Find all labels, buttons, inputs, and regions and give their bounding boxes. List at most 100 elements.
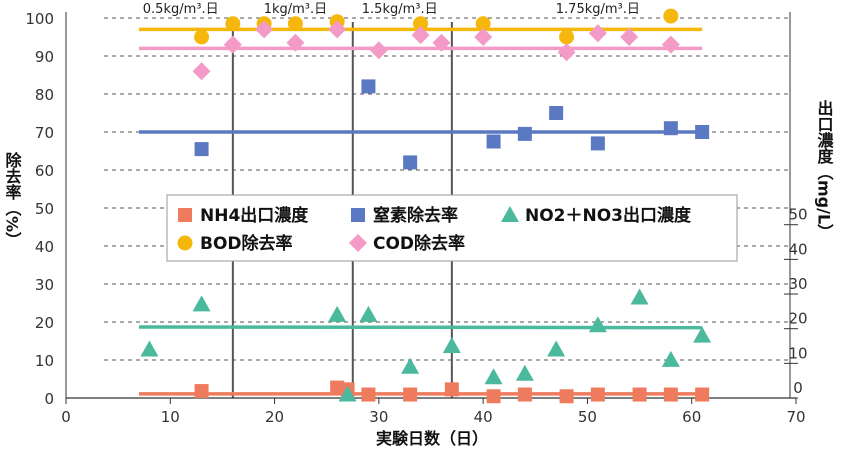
- data-point-s3-7: [559, 29, 575, 45]
- load-labels: 0.5kg/m³.日 1kg/m³.日 1.5kg/m³.日 1.75kg/m³.日: [143, 2, 640, 17]
- data-point-s0-0: [194, 384, 209, 399]
- right-y-tick-label-20: 20: [788, 310, 807, 328]
- data-point-s4-12: [661, 35, 680, 54]
- right-y-tick-label-10: 10: [788, 344, 807, 362]
- legend-label-0: NH4出口濃度: [200, 205, 309, 226]
- legend-marker-4: [349, 234, 367, 252]
- data-point-s0-12: [695, 387, 710, 402]
- data-point-s3-0: [194, 29, 210, 45]
- right-y-tick-label-30: 30: [788, 275, 807, 293]
- data-point-s0-10: [632, 387, 647, 402]
- trend-line-2: [138, 325, 703, 330]
- x-tick-label-10: 10: [161, 408, 180, 426]
- data-point-s2-9: [547, 340, 566, 357]
- data-point-s4-11: [620, 28, 639, 46]
- data-point-s1-2: [403, 155, 418, 170]
- right-y-axis-label: 出口濃度（mg/L）: [815, 99, 834, 240]
- legend-label-4: COD除去率: [373, 233, 465, 254]
- legend: NH4出口濃度 窒素除去率 NO2＋NO3出口濃度 BOD除去率 COD除去率: [166, 194, 738, 262]
- data-point-s2-5: [401, 357, 420, 374]
- data-point-s4-0: [192, 62, 211, 81]
- data-point-s0-4: [403, 387, 418, 402]
- data-point-s4-6: [411, 26, 430, 45]
- load-label-3: 1.75kg/m³.日: [556, 2, 640, 17]
- data-point-s2-2: [328, 305, 347, 322]
- trend-lines: [138, 27, 703, 396]
- data-point-s1-3: [486, 134, 501, 149]
- legend-label-1: 窒素除去率: [373, 205, 458, 226]
- x-axis-label: 実験日数（日）: [376, 429, 488, 448]
- x-tick-label-30: 30: [369, 408, 388, 426]
- left-y-tick-label-70: 70: [35, 124, 54, 142]
- load-label-1: 1kg/m³.日: [264, 2, 327, 17]
- left-y-tick-label-80: 80: [35, 86, 54, 104]
- legend-marker-3: [177, 235, 193, 251]
- left-y-tick-label-40: 40: [35, 238, 54, 256]
- data-point-s2-12: [661, 350, 680, 367]
- data-point-s2-11: [630, 288, 649, 305]
- legend-marker-2: [501, 206, 519, 222]
- left-y-tick-label-10: 10: [35, 352, 54, 370]
- data-point-s1-8: [695, 125, 710, 139]
- data-point-s1-4: [517, 126, 532, 141]
- data-point-s2-13: [693, 326, 712, 343]
- data-point-s2-0: [140, 340, 159, 357]
- axes: 0 10 20 30 40 50 60 70 0 10 20 30 40 50 60 70 80 90 100 0 10…: [25, 10, 807, 426]
- data-point-s3-1: [225, 16, 241, 32]
- data-point-s2-4: [359, 305, 378, 322]
- data-point-s0-9: [590, 387, 605, 402]
- left-y-tick-label-20: 20: [35, 314, 54, 332]
- left-y-tick-label-50: 50: [35, 200, 54, 218]
- data-point-s4-7: [432, 33, 451, 52]
- left-y-tick-label-0: 0: [44, 390, 54, 408]
- load-label-2: 1.5kg/m³.日: [362, 2, 438, 17]
- data-point-s2-7: [484, 368, 503, 385]
- legend-marker-1: [351, 208, 365, 222]
- data-point-s0-8: [559, 389, 574, 404]
- data-point-s2-3: [338, 385, 357, 402]
- data-point-s0-6: [486, 389, 501, 404]
- legend-box: [166, 194, 738, 262]
- data-point-s1-0: [194, 142, 209, 157]
- right-y-tick-label-0: 0: [793, 379, 803, 397]
- legend-marker-0: [178, 208, 192, 222]
- data-point-s0-11: [663, 387, 678, 402]
- x-tick-label-50: 50: [578, 408, 597, 426]
- data-point-s4-4: [328, 20, 347, 39]
- legend-label-2: NO2＋NO3出口濃度: [525, 205, 692, 226]
- axis-labels: 実験日数（日） 除去率（%） 出口濃度（mg/L）: [3, 99, 834, 448]
- x-tick-label-20: 20: [265, 408, 284, 426]
- data-point-s0-3: [361, 387, 376, 402]
- data-point-s3-8: [663, 8, 679, 24]
- data-point-s2-6: [442, 337, 461, 354]
- data-point-s3-3: [287, 16, 303, 32]
- data-point-s2-10: [588, 316, 607, 333]
- legend-label-3: BOD除去率: [200, 233, 293, 254]
- data-point-s2-1: [192, 295, 211, 312]
- load-label-0: 0.5kg/m³.日: [143, 2, 219, 17]
- left-y-tick-label-90: 90: [35, 48, 54, 66]
- data-points: [140, 8, 712, 404]
- data-point-s1-6: [590, 136, 605, 151]
- data-point-s1-1: [361, 79, 376, 94]
- data-point-s4-2: [255, 20, 274, 39]
- right-y-tick-label-50: 50: [788, 206, 807, 224]
- data-point-s4-9: [557, 43, 576, 62]
- data-point-s4-3: [286, 33, 305, 52]
- data-point-s1-5: [549, 106, 564, 120]
- x-tick-label-60: 60: [682, 408, 701, 426]
- data-point-s3-6: [475, 16, 491, 32]
- left-y-tick-label-30: 30: [35, 276, 54, 294]
- data-point-s0-5: [444, 382, 459, 397]
- data-point-s2-8: [515, 364, 534, 381]
- x-tick-label-70: 70: [786, 408, 805, 426]
- right-y-tick-label-40: 40: [788, 240, 807, 258]
- data-point-s1-7: [663, 121, 678, 136]
- data-point-s3-5: [413, 16, 429, 32]
- data-point-s4-10: [588, 24, 607, 43]
- data-point-s0-7: [517, 387, 532, 402]
- x-tick-label-0: 0: [61, 408, 71, 426]
- left-y-axis-label: 除去率（%）: [3, 151, 22, 248]
- x-tick-label-40: 40: [474, 408, 493, 426]
